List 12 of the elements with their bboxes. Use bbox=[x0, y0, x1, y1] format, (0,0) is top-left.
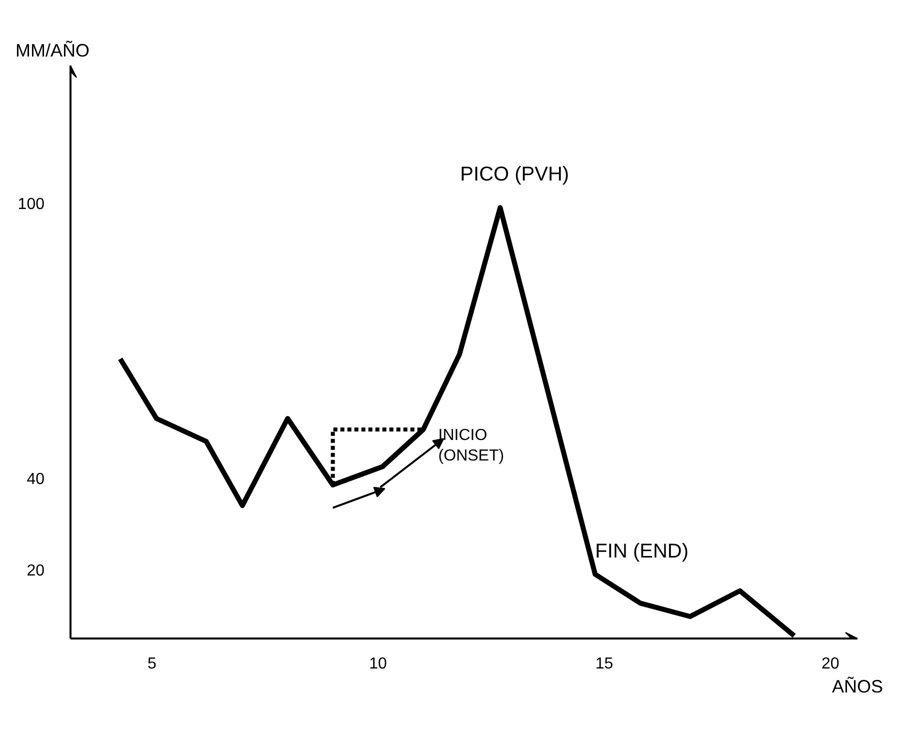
annotation: INICIO (ONSET) bbox=[438, 427, 504, 464]
x-tick-label: 10 bbox=[369, 656, 388, 672]
y-axis-title: MM/AÑO bbox=[16, 40, 90, 60]
y-tick-label: 100 bbox=[18, 196, 45, 214]
x-tick-label: 20 bbox=[821, 656, 840, 672]
y-tick-label: 20 bbox=[26, 562, 45, 580]
annotation: PICO (PVH) bbox=[460, 164, 570, 186]
x-tick-label: 5 bbox=[147, 656, 156, 672]
y-tick-label: 40 bbox=[26, 471, 45, 488]
x-tick-label: 15 bbox=[595, 656, 614, 672]
x-axis-title: AÑOS bbox=[832, 676, 884, 696]
annotation: FIN (END) bbox=[595, 540, 688, 562]
